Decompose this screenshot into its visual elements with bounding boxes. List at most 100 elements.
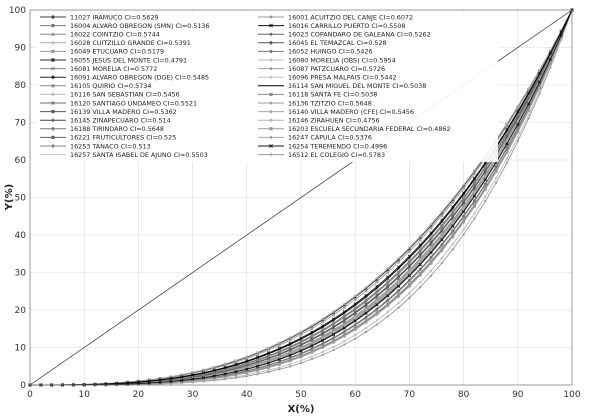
legend-label: 16016 CARRILLO PUERTO CI=0.5508 [288,22,406,30]
series-marker [191,379,195,383]
series-marker [180,374,184,377]
series-marker [267,370,270,374]
series-marker [505,124,509,128]
series-marker [408,296,411,300]
series-marker [396,270,401,274]
series-marker [331,321,336,325]
series-marker [429,261,433,266]
legend-label: 16052 HUINGO CI=0.5426 [288,48,373,56]
legend-item: 16028 CUITZILLO GRANDE CI=0.5391 [40,39,191,47]
series-marker [397,279,400,283]
series-marker [223,364,227,367]
series-marker [451,224,455,228]
x-tick-label: 60 [349,390,361,400]
series-marker [375,312,379,316]
series-marker [375,303,379,307]
series-marker [310,324,314,327]
series-marker [527,102,531,106]
series-marker [516,140,519,143]
series-marker [375,307,379,312]
series-marker [473,212,476,215]
y-tick-label: 30 [15,269,27,279]
series-marker [440,211,444,215]
series-marker [538,70,541,73]
legend-item: 16087 PATZCUARO CI=0.5726 [258,65,385,73]
series-marker [364,307,368,310]
series-17 [30,9,573,386]
series-marker [386,299,390,303]
legend-item: 16120 SANTIAGO UNDAMEO CI=0.5521 [40,99,197,107]
series-marker [191,372,194,375]
series-marker [472,205,476,209]
series-marker [51,101,55,105]
series-marker [375,294,379,297]
legend-item: 11027 IRAMUCO CI=0.5629 [40,13,159,21]
legend-item: 16254 TEREMENDO CI=0.4996 [258,142,387,150]
series-marker [266,361,271,365]
series-marker [364,289,368,293]
series-marker [299,349,303,353]
series-marker [331,340,336,344]
legend-label: 16221 FRUTICULTORES CI=0.525 [70,134,176,142]
series-marker [299,339,303,344]
series-marker [429,223,433,226]
series-marker [354,333,357,337]
series-marker [527,96,530,100]
series-marker [50,14,56,20]
legend-item: 16140 VILLA MADERO (CFE) CI=0.5456 [258,108,414,116]
legend-label: 16004 ALVARO OBREGON (SMN) CI=0.5136 [70,22,210,30]
series-marker [269,127,273,131]
series-marker [321,346,325,350]
series-marker [418,236,422,239]
series-marker [473,203,476,206]
series-marker [50,75,56,80]
series-marker [332,329,335,332]
legend-item: 16080 MORELIA (OBS) CI=0.5954 [258,56,396,64]
series-marker [516,136,519,139]
series-marker [386,280,390,284]
series-marker [136,381,141,386]
series-marker [397,301,400,305]
series-marker [364,326,368,330]
legend-item: 16257 SANTA ISABEL DE AJUNO CI=0.5503 [40,151,208,159]
series-marker [516,119,519,123]
series-marker [418,248,422,252]
series-marker [527,117,530,120]
x-tick-label: 100 [563,390,580,400]
series-marker [418,272,422,275]
series-marker [256,364,260,368]
series-marker [245,363,249,367]
series-marker [429,241,433,244]
series-marker [548,52,553,57]
legend-item: 16146 ZIRAHUEN CI=0.4756 [258,117,380,125]
series-marker [505,161,509,164]
series-marker [269,135,273,139]
series-marker [505,146,509,150]
series-marker [310,358,314,361]
series-marker [418,262,422,266]
series-marker [169,376,173,379]
series-marker [418,273,422,277]
series-marker [429,269,433,272]
legend-label: 16001 ACUITZIO DEL CANJE CI=0.6072 [288,13,413,21]
series-marker [234,360,238,364]
series-marker [277,349,282,354]
series-marker [527,99,530,102]
series-marker [462,200,465,204]
plot-frame [29,9,573,386]
series-marker [201,376,206,380]
series-marker [342,314,347,318]
series-marker [51,49,55,53]
series-marker [256,351,259,354]
series-marker [51,32,55,36]
series-marker [440,249,444,253]
series-marker [396,284,401,288]
series-marker [343,302,346,306]
series-marker [440,210,444,213]
series-marker [245,355,248,358]
series-marker [516,107,520,110]
series-marker [343,318,346,322]
legend-label: 16045 EL TEMAZCAL CI=0.528 [288,39,387,47]
series-marker [266,354,271,358]
series-marker [375,289,379,293]
